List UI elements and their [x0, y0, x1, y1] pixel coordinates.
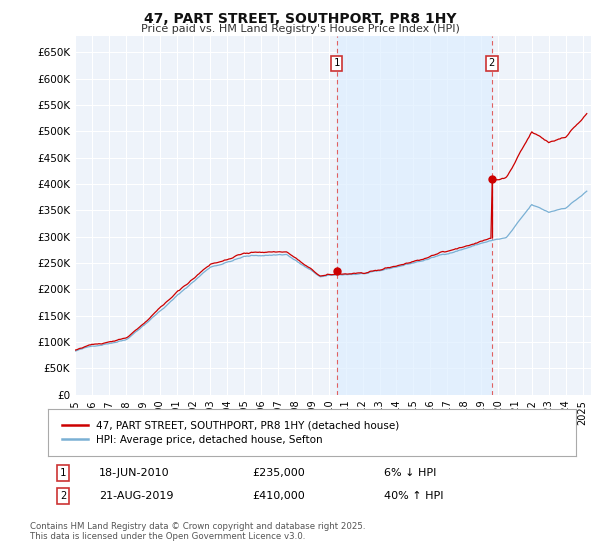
Text: 18-JUN-2010: 18-JUN-2010: [99, 468, 170, 478]
Text: 40% ↑ HPI: 40% ↑ HPI: [384, 491, 443, 501]
Text: 1: 1: [334, 58, 340, 68]
Text: £235,000: £235,000: [252, 468, 305, 478]
Text: Price paid vs. HM Land Registry's House Price Index (HPI): Price paid vs. HM Land Registry's House …: [140, 24, 460, 34]
Text: 6% ↓ HPI: 6% ↓ HPI: [384, 468, 436, 478]
Text: £410,000: £410,000: [252, 491, 305, 501]
Text: Contains HM Land Registry data © Crown copyright and database right 2025.
This d: Contains HM Land Registry data © Crown c…: [30, 522, 365, 542]
Text: 21-AUG-2019: 21-AUG-2019: [99, 491, 173, 501]
Bar: [337, 36, 492, 395]
Text: 1: 1: [60, 468, 66, 478]
Text: 47, PART STREET, SOUTHPORT, PR8 1HY: 47, PART STREET, SOUTHPORT, PR8 1HY: [144, 12, 456, 26]
Text: 2: 2: [60, 491, 66, 501]
Legend: 47, PART STREET, SOUTHPORT, PR8 1HY (detached house), HPI: Average price, detach: 47, PART STREET, SOUTHPORT, PR8 1HY (det…: [58, 417, 403, 448]
Text: 2: 2: [489, 58, 495, 68]
